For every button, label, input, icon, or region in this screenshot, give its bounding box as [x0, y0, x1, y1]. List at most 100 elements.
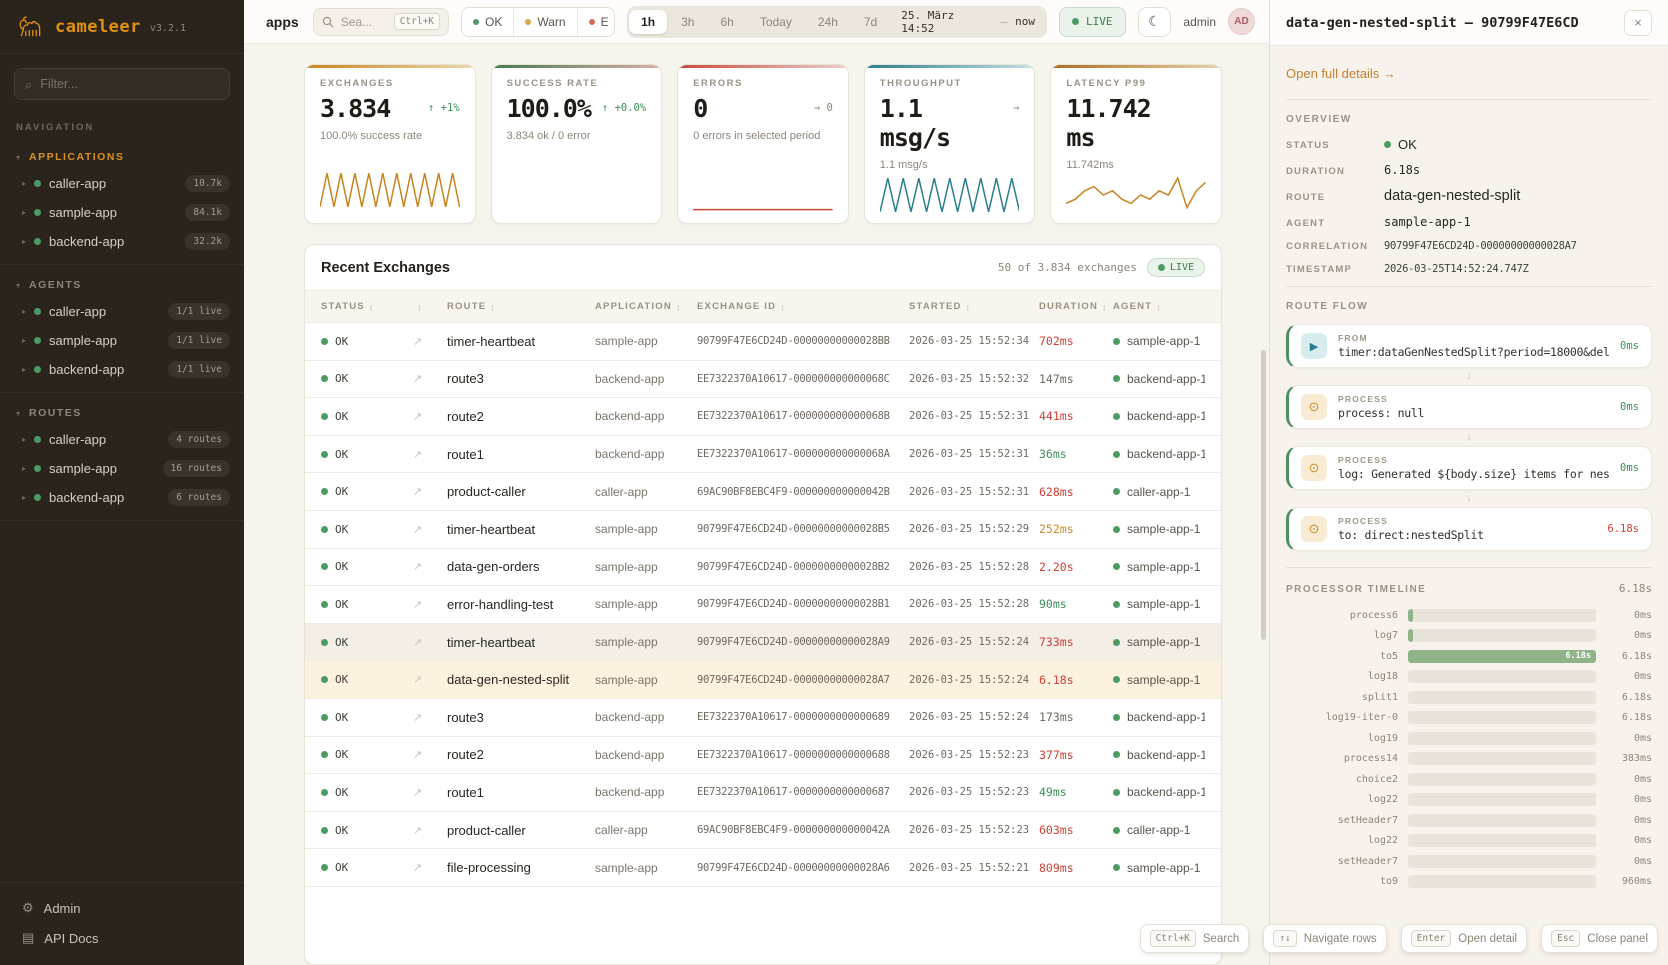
column-header-application[interactable]: APPLICATION ↕ — [595, 301, 697, 312]
column-header-route[interactable]: ROUTE ↕ — [447, 301, 595, 312]
table-body: OK ↗ timer-heartbeat sample-app 90799F47E6CD… — [305, 323, 1221, 887]
status-filter-e[interactable]: E — [578, 8, 614, 36]
sidebar-item-backend-app[interactable]: ▸ backend-app 32.2k — [0, 227, 244, 256]
sidebar-section-agents: ▾ AGENTS ▸ caller-app 1/1 live ▸ sample-app 1/1… — [0, 265, 244, 393]
table-row[interactable]: OK ↗ data-gen-nested-split sample-app 90799F… — [305, 661, 1221, 699]
sidebar-item-backend-app[interactable]: ▸ backend-app 6 routes — [0, 483, 244, 512]
cell-started: 2026-03-25 15:52:23 — [909, 824, 1030, 837]
table-row[interactable]: OK ↗ route3 backend-app EE7322370A10617-0000… — [305, 699, 1221, 737]
status-dot-icon — [1113, 600, 1120, 608]
stat-card-exchanges[interactable]: EXCHANGES 3.834 ↑ +1% 100.0% success rate — [304, 64, 476, 224]
status-dot-icon — [1113, 488, 1120, 496]
timeline-row: process14 383ms — [1286, 749, 1652, 770]
sidebar-section-header[interactable]: ▾ APPLICATIONS — [0, 147, 244, 169]
cell-agent: backend-app-1 — [1113, 710, 1205, 724]
status-dot-icon — [1113, 864, 1120, 872]
chevron-right-icon: ▸ — [22, 179, 27, 188]
table-row[interactable]: OK ↗ product-caller caller-app 69AC90BF8EBC4… — [305, 812, 1221, 850]
stat-card-throughput[interactable]: THROUGHPUT 1.1 msg/s → 1.1 msg/s — [863, 64, 1036, 224]
sidebar-item-sample-app[interactable]: ▸ sample-app 16 routes — [0, 454, 244, 483]
table-row[interactable]: OK ↗ route3 backend-app EE7322370A10617-0000… — [305, 361, 1221, 399]
column-header-status[interactable]: STATUS ↕ — [321, 301, 413, 312]
close-panel-button[interactable]: × — [1624, 9, 1652, 36]
table-row[interactable]: OK ↗ route2 backend-app EE7322370A10617-0000… — [305, 737, 1221, 775]
stat-card-latency-p99[interactable]: LATENCY P99 11.742 ms 11.742ms — [1050, 64, 1222, 224]
timeline-track — [1408, 834, 1596, 848]
stat-label: SUCCESS RATE — [506, 78, 599, 89]
flow-step-1[interactable]: ⊙ PROCESS process: null 0ms — [1286, 385, 1652, 429]
stat-value-row: 100.0% ↑ +0.0% — [507, 94, 647, 124]
timeline-row: log19 0ms — [1286, 728, 1652, 749]
table-row[interactable]: OK ↗ timer-heartbeat sample-app 90799F47E6CD… — [305, 323, 1221, 361]
range-6h[interactable]: 6h — [720, 14, 734, 29]
sidebar-item-backend-app[interactable]: ▸ backend-app 1/1 live — [0, 355, 244, 384]
avatar[interactable]: AD — [1228, 8, 1255, 35]
sidebar-item-caller-app[interactable]: ▸ caller-app 10.7k — [0, 169, 244, 198]
status-dot-icon — [588, 18, 595, 25]
table-row[interactable]: OK ↗ timer-heartbeat sample-app 90799F47E6CD… — [305, 623, 1221, 662]
sidebar-section-header[interactable]: ▾ AGENTS — [0, 275, 244, 297]
step-content: PROCESS process: null — [1338, 394, 1609, 420]
overview-row-route: ROUTE data-gen-nested-split — [1286, 188, 1652, 204]
cell-application: sample-app — [595, 597, 658, 612]
sidebar-item-caller-app[interactable]: ▸ caller-app 4 routes — [0, 425, 244, 454]
column-header-duration[interactable]: DURATION ↕ — [1039, 301, 1113, 312]
stat-card-success-rate[interactable]: SUCCESS RATE 100.0% ↑ +0.0% 3.834 ok / 0 er… — [490, 64, 663, 224]
topbar: apps Ctrl+K OK Warn E 1h 3h 6h Today 24h 7d 25. … — [244, 0, 1269, 44]
table-row[interactable]: OK ↗ route2 backend-app EE7322370A10617-0000… — [305, 398, 1221, 436]
range-24h[interactable]: 24h — [817, 14, 838, 29]
agent-label: sample-app-1 — [1127, 597, 1201, 612]
sidebar-item-caller-app[interactable]: ▸ caller-app 1/1 live — [0, 297, 244, 326]
live-button[interactable]: LIVE — [1059, 6, 1126, 37]
sidebar-item-sample-app[interactable]: ▸ sample-app 1/1 live — [0, 326, 244, 355]
range-3h[interactable]: 3h — [681, 14, 695, 29]
open-full-details-link[interactable]: Open full details → — [1286, 66, 1396, 81]
exchange-count: 50 of 3.834 exchanges — [997, 261, 1137, 274]
flow-step-0[interactable]: ▶ FROM timer:dataGenNestedSplit?period=180… — [1286, 324, 1652, 368]
sidebar-item-sample-app[interactable]: ▸ sample-app 84.1k — [0, 198, 244, 227]
timeline-processor-name: process6 — [1349, 609, 1398, 621]
table-row[interactable]: OK ↗ route1 backend-app EE7322370A10617-0000… — [305, 436, 1221, 474]
table-row[interactable]: OK ↗ route1 backend-app EE7322370A10617-0000… — [305, 774, 1221, 812]
sort-icon: ↕ — [675, 301, 682, 312]
cell-exchange-id: EE7322370A10617-000000000000068A — [697, 448, 890, 461]
table-row[interactable]: OK ↗ file-processing sample-app 90799F47E6CD… — [305, 849, 1221, 887]
filter-input[interactable] — [40, 77, 219, 91]
date-range-display[interactable]: 25. März 14:52 — now — [891, 9, 1045, 35]
status-filter-warn[interactable]: Warn — [514, 7, 578, 36]
chevron-down-icon: ▾ — [16, 280, 21, 290]
status-filter-ok[interactable]: OK — [462, 7, 515, 36]
column-header-icon[interactable]: ↕ — [413, 302, 447, 312]
sparkline-chart — [319, 167, 461, 213]
column-header-exchange-id[interactable]: EXCHANGE ID ↕ — [697, 301, 909, 312]
table-row[interactable]: OK ↗ timer-heartbeat sample-app 90799F47E6CD… — [305, 511, 1221, 549]
hint-kbd: Enter — [1410, 930, 1452, 947]
range-1h[interactable]: 1h — [629, 9, 668, 34]
sidebar-footer-api-docs[interactable]: ▤ API Docs — [0, 923, 244, 953]
cell-started: 2026-03-25 15:52:24 — [909, 711, 1030, 724]
table-row[interactable]: OK ↗ data-gen-orders sample-app 90799F47E6CD… — [305, 549, 1221, 587]
agent-label: backend-app-1 — [1127, 785, 1205, 800]
status-label: OK — [335, 785, 349, 799]
cell-status: OK — [321, 485, 413, 498]
flow-step-2[interactable]: ⊙ PROCESS log: Generated ${body.size} item… — [1286, 446, 1652, 490]
table-row[interactable]: OK ↗ error-handling-test sample-app 90799F47… — [305, 586, 1221, 624]
column-header-label: DURATION — [1039, 301, 1099, 312]
flow-step-3[interactable]: ⊙ PROCESS to: direct:nestedSplit 6.18s — [1286, 507, 1652, 551]
cell-application: backend-app — [595, 409, 665, 424]
sidebar-footer-admin[interactable]: ⚙ Admin — [0, 893, 244, 923]
table-row[interactable]: OK ↗ product-caller caller-app 69AC90BF8EBC4… — [305, 473, 1221, 511]
stat-card-errors[interactable]: ERRORS 0 → 0 0 errors in selected period — [677, 64, 849, 224]
range-today[interactable]: Today — [759, 14, 792, 29]
column-header-started[interactable]: STARTED ↕ — [909, 301, 1039, 312]
date-from: 25. März 14:52 — [901, 8, 955, 35]
range-7d[interactable]: 7d — [863, 14, 878, 29]
cell-agent: backend-app-1 — [1113, 748, 1205, 762]
cell-exchange-id: 90799F47E6CD24D-00000000000028B5 — [697, 523, 890, 536]
step-content: PROCESS to: direct:nestedSplit — [1338, 516, 1596, 542]
column-header-agent[interactable]: AGENT ↕ — [1113, 301, 1205, 312]
sidebar-section-header[interactable]: ▾ ROUTES — [0, 403, 244, 425]
search-input[interactable] — [340, 14, 387, 29]
dark-mode-toggle[interactable]: ☾ — [1137, 6, 1172, 37]
scrollbar-thumb[interactable] — [1261, 350, 1266, 640]
